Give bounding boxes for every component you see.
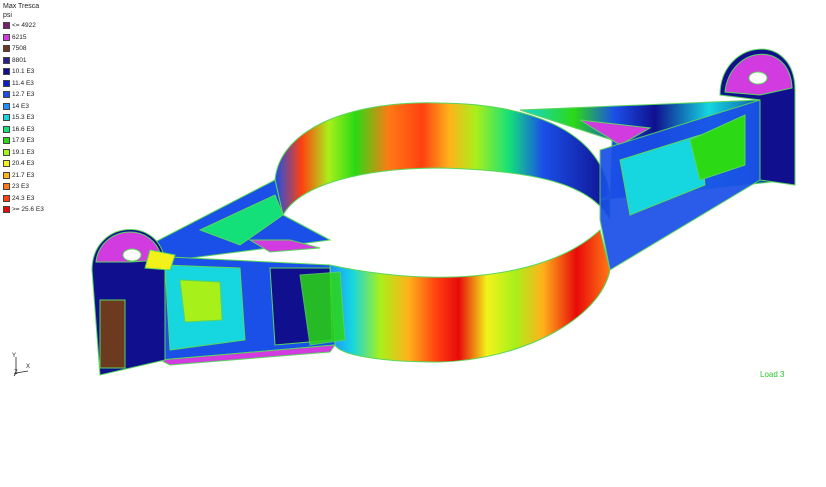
left-arm-front-panel-b [179,279,223,323]
legend-swatch [3,206,10,214]
legend-swatch [3,56,10,64]
legend-label: 14 E3 [12,102,29,110]
load-case-label: Load 3 [760,370,785,379]
coordinate-triad: Y X Z [12,353,32,377]
legend-entry: 12.7 E3 [3,89,44,101]
stress-legend: Max Tresca psi <= 4922 6215 7508 8801 10.1 E… [3,2,44,216]
legend-rows: <= 4922 6215 7508 8801 10.1 E3 11.4 E3 12.7 E3… [3,20,44,216]
legend-entry: 21.7 E3 [3,170,44,182]
legend-swatch [3,114,10,122]
legend-label: 11.4 E3 [12,79,34,87]
right-arm-hot-a [579,119,652,146]
legend-entry: <= 4922 [3,20,44,32]
legend-entry: >= 25.6 E3 [3,204,44,216]
left-lug-brown-panel [99,299,126,369]
legend-swatch [3,171,10,179]
legend-entry: 14 E3 [3,101,44,113]
legend-label: 12.7 E3 [12,91,35,99]
left-lug-hub [144,249,176,271]
legend-swatch [3,160,10,168]
legend-swatch [3,45,10,53]
triad-y-label: Y [12,353,17,359]
right-arm-side-panel-2 [689,114,746,181]
left-arm-bottom-strip [158,344,337,366]
legend-label: 24.3 E3 [12,194,35,202]
legend-entry: 7508 [3,43,44,55]
legend-swatch [3,125,10,133]
legend-entry: 19.1 E3 [3,147,44,159]
triad-z-label: Z [14,370,18,376]
legend-label: 15.3 E3 [12,114,35,122]
legend-entry: 8801 [3,55,44,67]
legend-entry: 15.3 E3 [3,112,44,124]
legend-label: 19.1 E3 [12,148,35,156]
legend-label: 10.1 E3 [12,68,35,76]
left-arm-panel-a [198,194,284,246]
legend-label: <= 4922 [12,22,36,30]
legend-swatch [3,91,10,99]
legend-label: 21.7 E3 [12,171,35,179]
legend-label: 23 E3 [12,183,29,191]
legend-label: 8801 [12,56,27,64]
ring-front-wall [329,229,611,363]
legend-label: 7508 [12,45,27,53]
legend-entry: 17.9 E3 [3,135,44,147]
legend-title: Max Tresca [3,3,40,10]
legend-entry: 16.6 E3 [3,124,44,136]
legend-unit: psi [3,12,12,19]
left-lug-hole [122,248,142,262]
right-arm-side-panel [619,134,706,216]
legend-entry: 24.3 E3 [3,193,44,205]
legend-swatch [3,194,10,202]
legend-entry: 10.1 E3 [3,66,44,78]
legend-swatch [3,22,10,30]
legend-entry: 11.4 E3 [3,78,44,90]
legend-label: 20.4 E3 [12,160,35,168]
legend-label: 17.9 E3 [12,137,35,145]
legend-entry: 23 E3 [3,181,44,193]
legend-swatch [3,68,10,76]
right-lug-hole [748,71,768,85]
legend-entry: 20.4 E3 [3,158,44,170]
legend-label: 16.6 E3 [12,125,35,133]
legend-swatch [3,79,10,87]
legend-label: >= 25.6 E3 [12,206,44,214]
legend-entry: 6215 [3,32,44,44]
legend-swatch [3,183,10,191]
legend-swatch [3,137,10,145]
legend-swatch [3,33,10,41]
left-arm-panel-b [248,239,321,253]
legend-swatch [3,102,10,110]
left-arm-front-panel-d [299,271,346,346]
triad-x-label: X [26,364,31,370]
legend-label: 6215 [12,33,27,41]
legend-swatch [3,148,10,156]
